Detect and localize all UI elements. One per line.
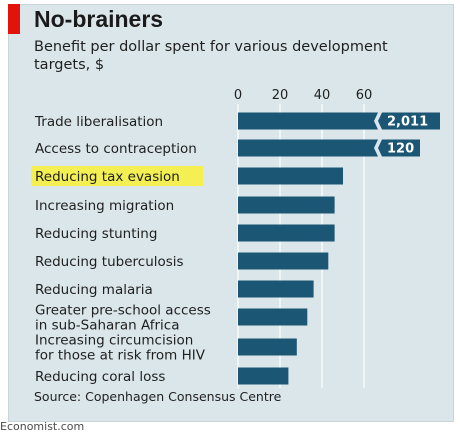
category-label-reducing-stunting: Reducing stunting bbox=[35, 226, 157, 242]
category-label-access-to-contraception: Access to contraception bbox=[35, 141, 197, 157]
bar-greater-pre-school-access-in-sub-saharan-africa bbox=[238, 308, 308, 326]
data-label-access-to-contraception: 120 bbox=[387, 142, 414, 157]
bar-value-box-access-to-contraception bbox=[378, 139, 420, 157]
category-label-reducing-tax-evasion: Reducing tax evasion bbox=[35, 169, 180, 185]
red-tag-marker bbox=[8, 4, 20, 34]
bar-reducing-tax-evasion bbox=[238, 167, 343, 185]
x-tick-label-3: 60 bbox=[356, 88, 373, 103]
bar-reducing-coral-loss bbox=[238, 367, 289, 385]
x-tick-label-2: 40 bbox=[314, 88, 331, 103]
bar-increasing-circumcision-for-those-at-risk-from-hiv bbox=[238, 338, 297, 356]
category-label-greater-pre-school-access-in-sub-saharan-africa-line-2: in sub-Saharan Africa bbox=[35, 318, 179, 334]
bar-value-box-trade-liberalisation bbox=[378, 112, 440, 130]
bar-trade-liberalisation bbox=[238, 112, 378, 130]
category-label-increasing-circumcision-for-those-at-risk-from-hiv-line-1: Increasing circumcision bbox=[35, 333, 193, 349]
category-label-trade-liberalisation: Trade liberalisation bbox=[34, 114, 163, 130]
source-note: Source: Copenhagen Consensus Centre bbox=[34, 389, 282, 404]
category-label-reducing-malaria: Reducing malaria bbox=[35, 282, 153, 298]
bar-reducing-tuberculosis bbox=[238, 252, 329, 270]
category-label-reducing-coral-loss: Reducing coral loss bbox=[35, 369, 165, 385]
category-label-greater-pre-school-access-in-sub-saharan-africa-line-1: Greater pre-school access bbox=[35, 303, 211, 319]
chart-panel bbox=[8, 4, 454, 422]
data-label-trade-liberalisation: 2,011 bbox=[387, 115, 428, 130]
category-label-reducing-tuberculosis: Reducing tuberculosis bbox=[35, 254, 184, 270]
category-label-increasing-migration: Increasing migration bbox=[35, 198, 174, 214]
bar-reducing-malaria bbox=[238, 280, 314, 298]
chart-subtitle: Benefit per dollar spent for various dev… bbox=[34, 39, 388, 73]
bar-access-to-contraception bbox=[238, 139, 378, 157]
x-tick-label-1: 20 bbox=[272, 88, 289, 103]
footer-credit: Economist.com bbox=[0, 420, 85, 433]
x-tick-label-0: 0 bbox=[234, 88, 242, 103]
chart-title: No-brainers bbox=[34, 6, 164, 32]
bar-increasing-migration bbox=[238, 196, 335, 214]
category-label-increasing-circumcision-for-those-at-risk-from-hiv-line-2: for those at risk from HIV bbox=[35, 348, 206, 364]
bar-reducing-stunting bbox=[238, 224, 335, 242]
highlight-marker bbox=[31, 166, 203, 186]
